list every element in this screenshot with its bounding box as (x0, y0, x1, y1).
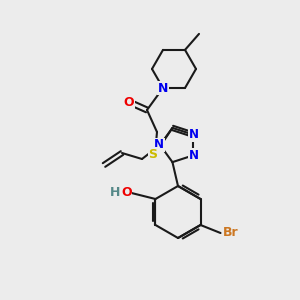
Text: N: N (158, 82, 168, 94)
Text: Br: Br (223, 226, 238, 239)
Text: S: S (148, 148, 158, 160)
Text: N: N (189, 149, 199, 162)
Text: N: N (154, 139, 164, 152)
Text: H: H (110, 185, 121, 199)
Text: O: O (121, 185, 132, 199)
Text: O: O (124, 95, 134, 109)
Text: N: N (189, 128, 199, 141)
